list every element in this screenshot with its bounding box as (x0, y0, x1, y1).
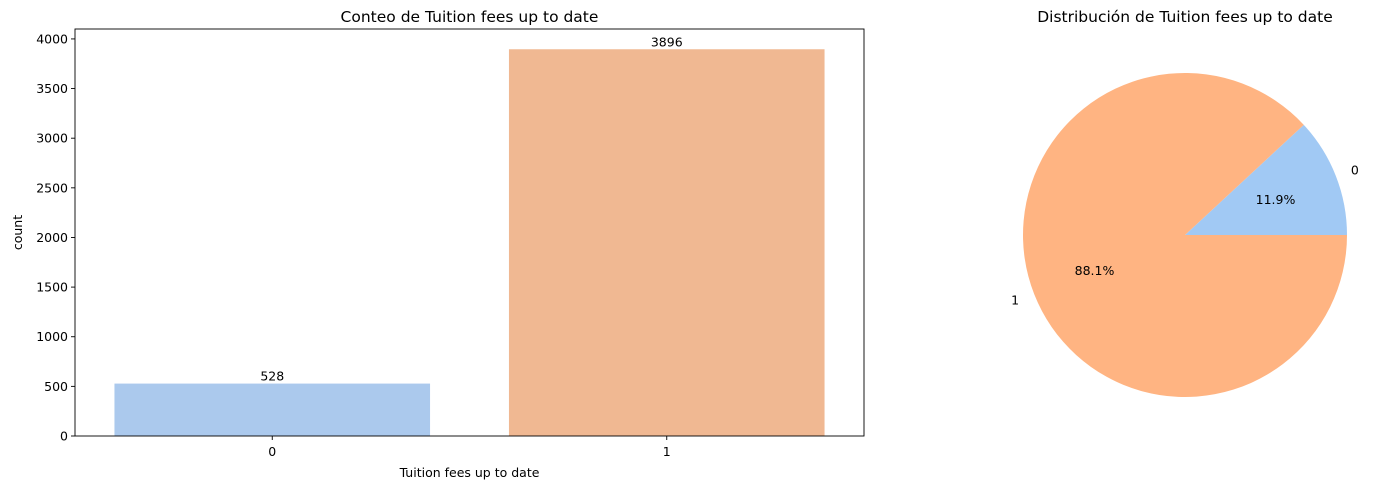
pie-percent-label: 88.1% (1075, 263, 1115, 278)
bar-data-label: 528 (260, 369, 284, 384)
pie-slice-1 (1022, 73, 1347, 397)
y-tick-label: 4000 (36, 31, 68, 46)
bar-1 (508, 49, 825, 436)
y-tick-label: 1500 (36, 280, 68, 295)
pie-chart-title: Distribución de Tuition fees up to date (1037, 8, 1333, 26)
y-tick-label: 500 (44, 379, 68, 394)
y-tick-label: 3000 (36, 131, 68, 146)
pie-slice-0 (1185, 124, 1347, 235)
pie-percent-label: 11.9% (1256, 192, 1296, 207)
y-tick-label: 2000 (36, 230, 68, 245)
y-axis-label: count (10, 215, 25, 250)
y-tick-label: 3500 (36, 81, 68, 96)
pie-chart: Distribución de Tuition fees up to date … (1011, 8, 1359, 397)
x-tick-label: 1 (663, 444, 671, 459)
y-tick-label: 1000 (36, 329, 68, 344)
pie-plot-area: 11.9% 0 88.1% 1 (1011, 73, 1359, 397)
bar-0 (114, 383, 431, 436)
y-tick-label: 2500 (36, 180, 68, 195)
pie-category-label: 0 (1351, 162, 1359, 177)
axes-frame (74, 28, 865, 437)
y-tick-label: 0 (60, 429, 68, 444)
x-axis-label: Tuition fees up to date (399, 465, 540, 480)
bar-chart-title: Conteo de Tuition fees up to date (341, 8, 599, 26)
pie-category-label: 1 (1011, 293, 1019, 308)
bar-chart: Conteo de Tuition fees up to date 528 389… (10, 8, 865, 480)
x-tick-label: 0 (268, 444, 276, 459)
bar-plot-area: 528 3896 0 500 1000 1500 2000 2500 3000 3500 4000 0… (36, 28, 865, 459)
bar-data-label: 3896 (651, 34, 683, 49)
